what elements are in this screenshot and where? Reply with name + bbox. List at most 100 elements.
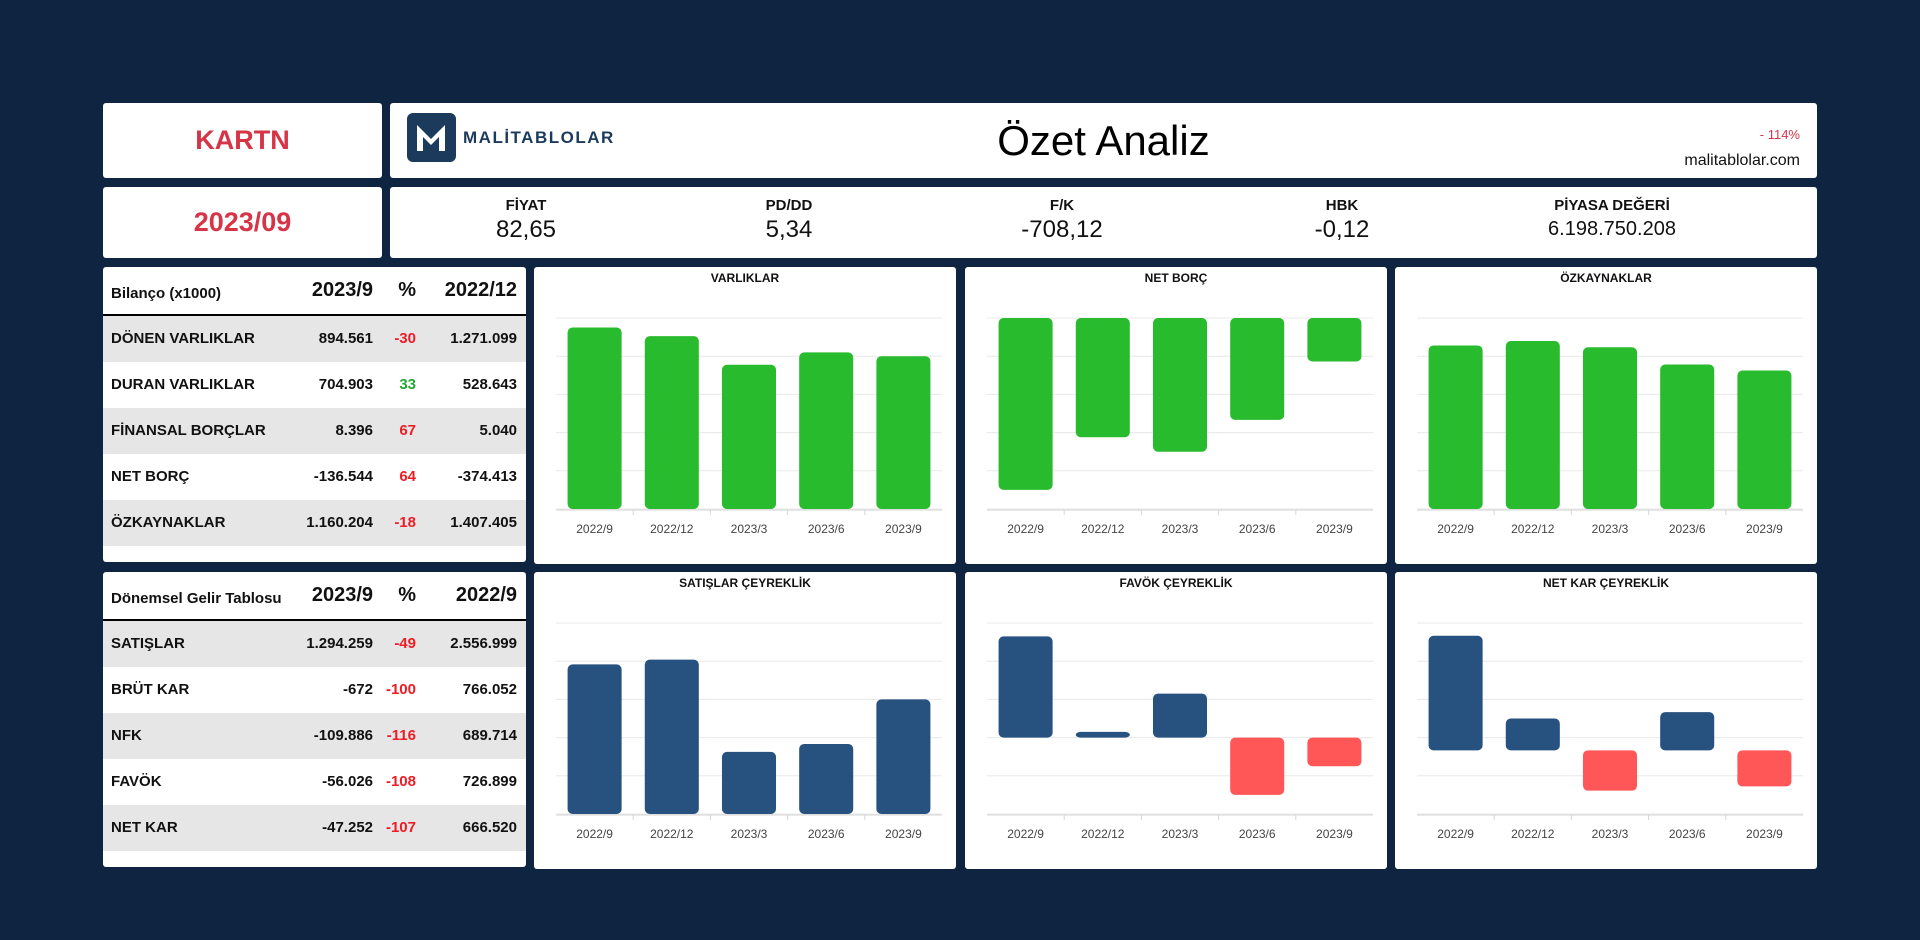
row-label: FİNANSAL BORÇLAR bbox=[111, 422, 266, 439]
bar bbox=[644, 659, 699, 814]
x-tick-label: 2023/6 bbox=[808, 827, 845, 841]
x-tick-label: 2023/9 bbox=[1746, 827, 1783, 841]
site-link[interactable]: malitablolar.com bbox=[1684, 152, 1800, 169]
x-tick-label: 2022/12 bbox=[650, 522, 694, 536]
x-tick-label: 2023/6 bbox=[1669, 522, 1706, 536]
chart-title: VARLIKLAR bbox=[711, 271, 780, 285]
ticker-symbol: KARTN bbox=[195, 125, 290, 155]
table-row: SATIŞLAR 1.294.259 -49 2.556.999 bbox=[103, 621, 526, 667]
current-value: -109.886 bbox=[313, 727, 373, 744]
column-header: % bbox=[398, 279, 416, 301]
bar bbox=[998, 636, 1053, 738]
previous-value: 2.556.999 bbox=[450, 635, 517, 652]
chart-svg: SATIŞLAR ÇEYREKLİK 2022/9 2022/12 2023/3 202… bbox=[556, 575, 942, 841]
x-tick-label: 2022/9 bbox=[1007, 827, 1044, 841]
bar bbox=[1152, 318, 1208, 452]
current-value: -56.026 bbox=[322, 773, 373, 790]
x-tick-label: 2022/9 bbox=[576, 827, 613, 841]
logo: MALİTABLOLAR bbox=[407, 113, 615, 162]
change-percent: -18 bbox=[394, 514, 416, 531]
metric-fk: F/K -708,12 bbox=[962, 197, 1162, 244]
current-value: -136.544 bbox=[313, 468, 373, 485]
x-tick-label: 2022/12 bbox=[650, 827, 694, 841]
bar bbox=[644, 336, 699, 509]
previous-value: 689.714 bbox=[462, 727, 517, 744]
x-tick-label: 2023/9 bbox=[1316, 827, 1353, 841]
bar bbox=[1307, 318, 1362, 362]
metric-value: 6.198.750.208 bbox=[1548, 218, 1676, 240]
bar bbox=[567, 664, 622, 814]
current-value: 1.294.259 bbox=[306, 635, 373, 652]
table-row: ÖZKAYNAKLAR 1.160.204 -18 1.407.405 bbox=[103, 500, 526, 546]
table-title: Bilanço (x1000) bbox=[111, 285, 222, 302]
current-value: -47.252 bbox=[322, 819, 373, 836]
current-value: 704.903 bbox=[318, 376, 373, 393]
bar bbox=[567, 327, 622, 509]
metric-label: HBK bbox=[1325, 197, 1359, 214]
row-label: NFK bbox=[111, 727, 142, 744]
x-tick-label: 2022/9 bbox=[1437, 827, 1474, 841]
current-value: 894.561 bbox=[318, 330, 373, 347]
bar bbox=[1230, 318, 1285, 420]
x-tick-label: 2023/3 bbox=[1592, 827, 1629, 841]
chart-title: SATIŞLAR ÇEYREKLİK bbox=[679, 575, 811, 590]
income-table: Dönemsel Gelir Tablosu 2023/9 % 2022/9 S… bbox=[103, 572, 526, 867]
x-tick-label: 2022/12 bbox=[1081, 522, 1125, 536]
x-tick-label: 2022/12 bbox=[1511, 522, 1555, 536]
bar bbox=[1505, 340, 1560, 509]
bar bbox=[1505, 718, 1560, 751]
change-percent: -30 bbox=[394, 330, 416, 347]
table-row: DURAN VARLIKLAR 704.903 33 528.643 bbox=[103, 362, 526, 408]
x-tick-label: 2023/6 bbox=[1239, 522, 1276, 536]
bar bbox=[1075, 731, 1130, 738]
row-label: ÖZKAYNAKLAR bbox=[111, 514, 226, 531]
chart-svg: ÖZKAYNAKLAR 2022/9 2022/12 2023/3 2023/6 2023… bbox=[1417, 270, 1803, 536]
metric-value: -0,12 bbox=[1314, 216, 1370, 243]
bar bbox=[1230, 737, 1285, 795]
row-label: DURAN VARLIKLAR bbox=[111, 376, 255, 393]
metric-price: FİYAT 82,65 bbox=[426, 197, 626, 244]
bar bbox=[1582, 750, 1638, 791]
x-tick-label: 2023/9 bbox=[1316, 522, 1353, 536]
previous-value: 666.520 bbox=[462, 819, 517, 836]
table-header: Bilanço (x1000) 2023/9 % 2022/12 bbox=[103, 267, 526, 316]
metric-market-cap: PİYASA DEĞERİ 6.198.750.208 bbox=[1512, 197, 1712, 241]
change-percent: 33 bbox=[399, 376, 416, 393]
metric-label: F/K bbox=[1049, 197, 1075, 214]
bar bbox=[1428, 345, 1483, 509]
row-label: FAVÖK bbox=[111, 773, 162, 790]
bar bbox=[1737, 370, 1792, 509]
bar bbox=[1152, 693, 1208, 738]
x-tick-label: 2023/3 bbox=[1162, 522, 1199, 536]
previous-value: 5.040 bbox=[479, 422, 517, 439]
x-tick-label: 2022/9 bbox=[576, 522, 613, 536]
table-row: DÖNEN VARLIKLAR 894.561 -30 1.271.099 bbox=[103, 316, 526, 362]
metric-label: FİYAT bbox=[505, 197, 547, 214]
logo-text: MALİTABLOLAR bbox=[463, 127, 615, 147]
change-percent: -116 bbox=[386, 727, 416, 744]
bar bbox=[1582, 347, 1638, 509]
column-header: 2022/9 bbox=[455, 584, 517, 606]
x-tick-label: 2023/3 bbox=[731, 522, 768, 536]
change-percent: 67 bbox=[399, 422, 416, 439]
previous-value: 726.899 bbox=[462, 773, 517, 790]
chart-net-borc: NET BORÇ 2022/9 2022/12 2023/3 2023/6 2023/9 bbox=[965, 267, 1387, 564]
bar bbox=[998, 318, 1053, 490]
change-percent: -107 bbox=[385, 819, 416, 836]
bar bbox=[721, 364, 777, 509]
bar bbox=[1075, 318, 1130, 438]
row-label: DÖNEN VARLIKLAR bbox=[111, 330, 255, 347]
row-label: NET KAR bbox=[111, 819, 178, 836]
bar bbox=[1660, 712, 1715, 751]
change-percent: -108 bbox=[385, 773, 416, 790]
metric-hbk: HBK -0,12 bbox=[1242, 197, 1442, 244]
chart-title: FAVÖK ÇEYREKLİK bbox=[1119, 575, 1232, 590]
current-value: 8.396 bbox=[335, 422, 373, 439]
chart-net-kar-ceyreklik: NET KAR ÇEYREKLİK 2022/9 2022/12 2023/3 2023… bbox=[1395, 572, 1817, 869]
chart-title: ÖZKAYNAKLAR bbox=[1560, 270, 1652, 285]
bar bbox=[721, 751, 777, 814]
period-card: 2023/09 bbox=[103, 187, 382, 258]
chart-ozkaynaklar: ÖZKAYNAKLAR 2022/9 2022/12 2023/3 2023/6 2023… bbox=[1395, 267, 1817, 564]
metric-value: 82,65 bbox=[495, 216, 557, 243]
x-tick-label: 2022/9 bbox=[1437, 522, 1474, 536]
